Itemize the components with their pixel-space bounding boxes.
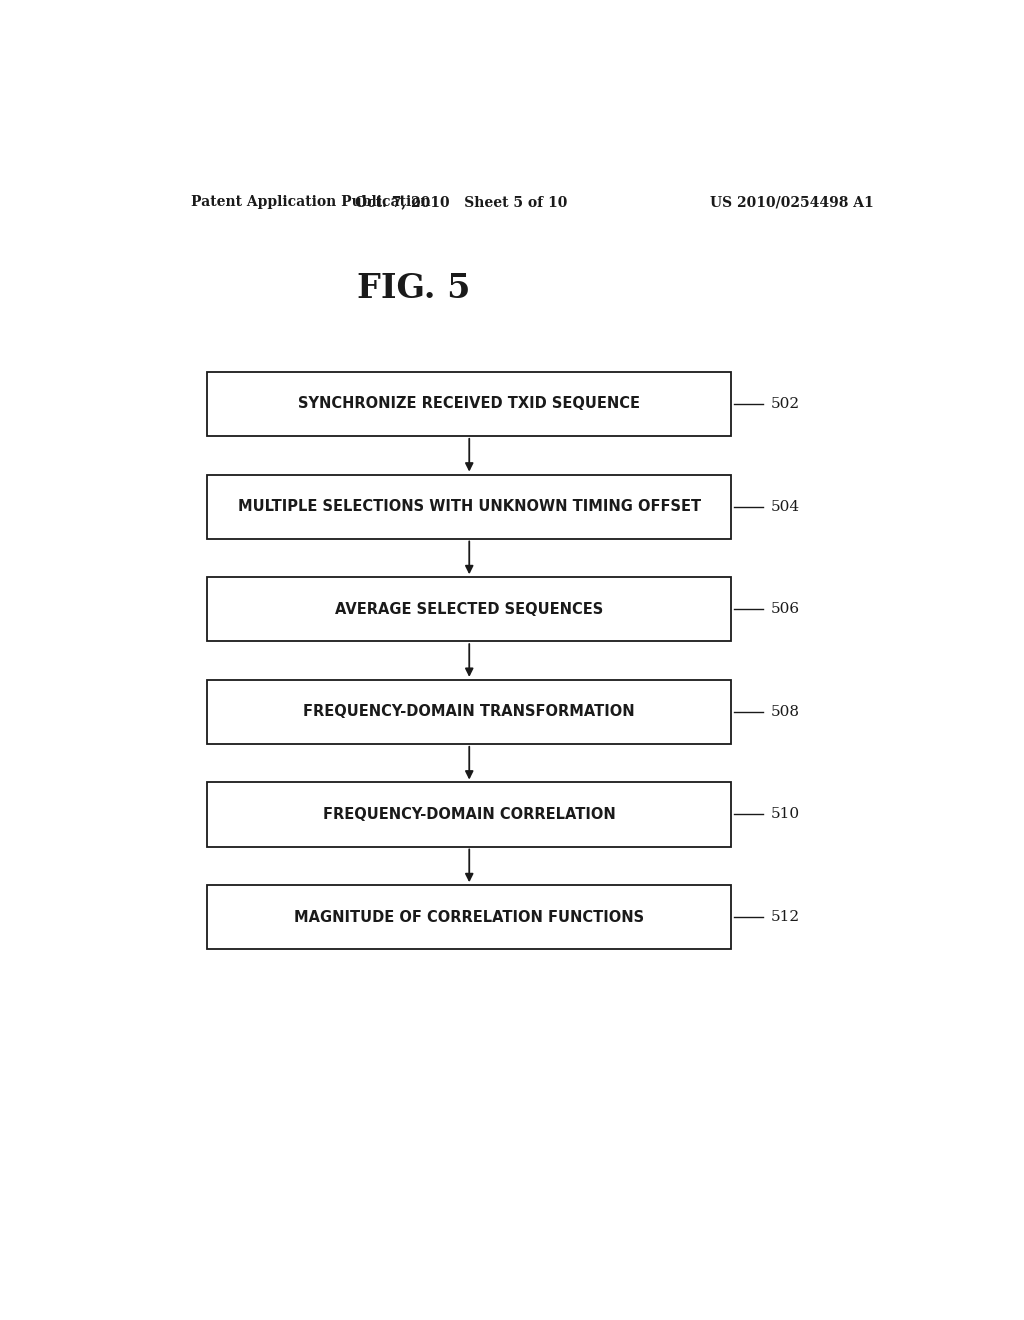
Text: FREQUENCY-DOMAIN TRANSFORMATION: FREQUENCY-DOMAIN TRANSFORMATION	[303, 705, 635, 719]
Bar	[207, 474, 731, 539]
Text: 506: 506	[771, 602, 800, 616]
Text: Oct. 7, 2010   Sheet 5 of 10: Oct. 7, 2010 Sheet 5 of 10	[355, 195, 567, 209]
Bar	[207, 680, 731, 744]
Text: 502: 502	[771, 397, 800, 411]
Text: FIG. 5: FIG. 5	[357, 272, 470, 305]
Text: 512: 512	[771, 911, 800, 924]
Text: 508: 508	[771, 705, 800, 719]
Bar	[207, 577, 731, 642]
Text: FREQUENCY-DOMAIN CORRELATION: FREQUENCY-DOMAIN CORRELATION	[323, 807, 615, 822]
Bar	[207, 783, 731, 846]
Text: 510: 510	[771, 808, 800, 821]
Text: MAGNITUDE OF CORRELATION FUNCTIONS: MAGNITUDE OF CORRELATION FUNCTIONS	[294, 909, 644, 924]
Text: MULTIPLE SELECTIONS WITH UNKNOWN TIMING OFFSET: MULTIPLE SELECTIONS WITH UNKNOWN TIMING …	[238, 499, 700, 513]
Text: Patent Application Publication: Patent Application Publication	[191, 195, 431, 209]
Bar	[207, 886, 731, 949]
Text: 504: 504	[771, 499, 800, 513]
Text: AVERAGE SELECTED SEQUENCES: AVERAGE SELECTED SEQUENCES	[335, 602, 603, 616]
Text: US 2010/0254498 A1: US 2010/0254498 A1	[711, 195, 873, 209]
Bar	[207, 372, 731, 436]
Text: SYNCHRONIZE RECEIVED TXID SEQUENCE: SYNCHRONIZE RECEIVED TXID SEQUENCE	[298, 396, 640, 412]
